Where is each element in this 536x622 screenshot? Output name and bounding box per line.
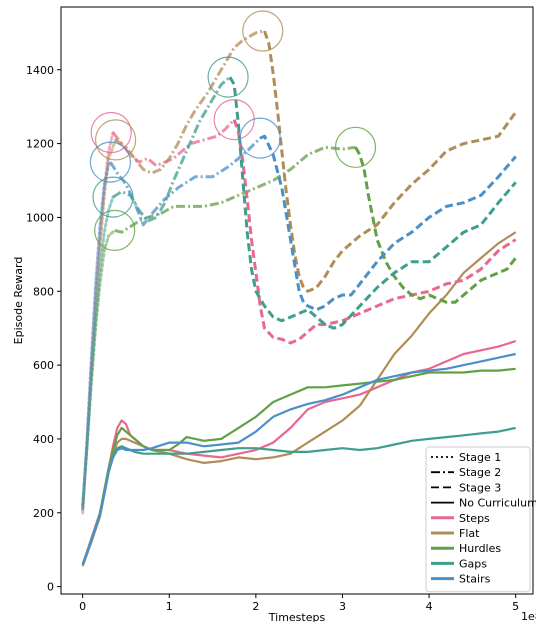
- legend-label-no-curriculum: No Curriculum: [459, 497, 536, 510]
- x-tick-label: 1: [166, 600, 173, 613]
- plot-content: [81, 10, 517, 567]
- transition-marker-steps: [213, 98, 255, 141]
- legend-label-gaps: Gaps: [459, 557, 487, 570]
- transition-marker-gaps: [207, 56, 249, 98]
- y-tick-label: 600: [33, 359, 54, 372]
- series-stairs-stage3: [259, 134, 517, 312]
- x-tick-label: 5: [512, 600, 519, 613]
- series-flat-stage2: [114, 29, 265, 175]
- y-tick-label: 0: [47, 581, 54, 594]
- legend-label-stairs: Stairs: [459, 573, 491, 586]
- y-tick-label: 800: [33, 285, 54, 298]
- x-scale-label: 1e8: [521, 610, 536, 622]
- x-axis: 0 1 2 3 4 5: [79, 594, 519, 613]
- y-axis-label: Episode Reward: [12, 257, 25, 345]
- legend-label-steps: Steps: [459, 512, 490, 525]
- y-tick-label: 1000: [26, 211, 54, 224]
- transition-marker-hurdles: [334, 126, 377, 168]
- x-tick-label: 4: [426, 600, 433, 613]
- transition-marker-stairs: [239, 117, 281, 159]
- series-gaps-stage3: [228, 76, 517, 330]
- transition-marker-gaps: [92, 176, 134, 218]
- y-tick-label: 1200: [26, 138, 54, 151]
- transition-marker-steps: [90, 111, 132, 154]
- legend-label-stage-2: Stage 2: [459, 466, 501, 479]
- x-axis-label: Timesteps: [268, 611, 326, 622]
- y-axis: 0 200 400 600 800 1000 1200 1400: [26, 64, 61, 594]
- series-hurdles-no-curriculum: [81, 367, 516, 565]
- x-tick-label: 2: [252, 600, 259, 613]
- series-stairs-stage1: [81, 160, 112, 511]
- legend-label-stage-3: Stage 3: [459, 481, 501, 494]
- legend-label-flat: Flat: [459, 527, 480, 540]
- transition-marker-flat: [242, 10, 284, 52]
- series-hurdles-stage2: [114, 145, 356, 234]
- series-flat-stage3: [263, 30, 517, 293]
- transition-marker-flat: [94, 119, 137, 161]
- plot-frame: [60, 6, 534, 595]
- transition-marker-stairs: [89, 141, 132, 183]
- x-tick-label: 3: [339, 600, 346, 613]
- series-hurdles-stage3: [354, 146, 517, 304]
- y-tick-label: 400: [33, 433, 54, 446]
- series-stairs-no-curriculum: [81, 352, 516, 565]
- series-flat-no-curriculum: [81, 231, 517, 567]
- series-gaps-stage2: [112, 75, 231, 223]
- y-tick-label: 1400: [26, 64, 54, 77]
- series-steps-stage3: [232, 119, 517, 345]
- legend-box: [425, 446, 531, 593]
- series-stairs-stage2: [109, 137, 262, 227]
- legend-label-stage-1: Stage 1: [459, 451, 501, 464]
- legend-label-hurdles: Hurdles: [459, 542, 501, 555]
- transition-marker-hurdles: [94, 209, 136, 251]
- x-tick-label: 0: [79, 600, 86, 613]
- legend: Stage 1 Stage 2 Stage 3 No Curriculum Steps F…: [425, 446, 536, 593]
- y-tick-label: 200: [33, 507, 54, 520]
